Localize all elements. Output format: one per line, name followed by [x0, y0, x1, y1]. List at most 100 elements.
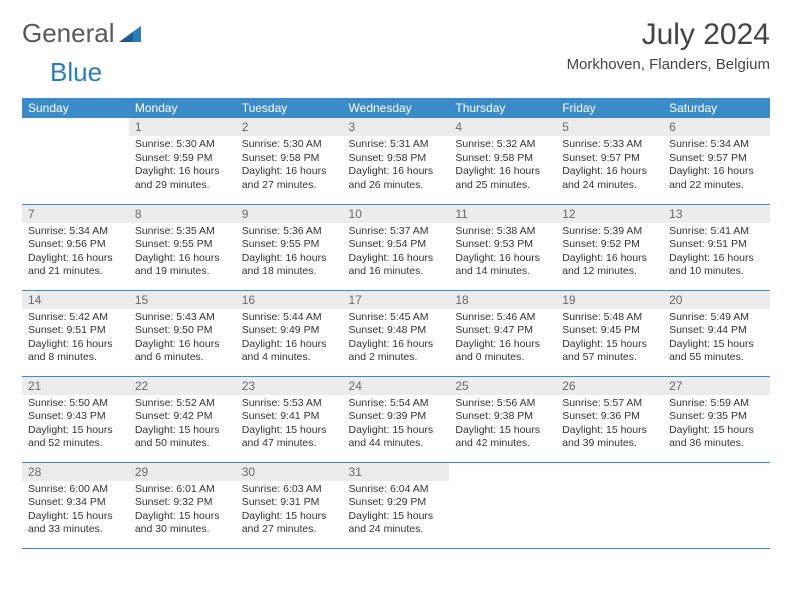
- day-number: 5: [556, 118, 663, 136]
- day-number: 15: [129, 291, 236, 309]
- day-info: Sunrise: 5:45 AMSunset: 9:48 PMDaylight:…: [343, 309, 450, 370]
- calendar-day-cell: 5Sunrise: 5:33 AMSunset: 9:57 PMDaylight…: [556, 118, 663, 204]
- calendar-week-row: 14Sunrise: 5:42 AMSunset: 9:51 PMDayligh…: [22, 290, 770, 376]
- day-number: 10: [343, 205, 450, 223]
- calendar-day-cell: 6Sunrise: 5:34 AMSunset: 9:57 PMDaylight…: [663, 118, 770, 204]
- day-number: 14: [22, 291, 129, 309]
- logo: General: [22, 18, 143, 49]
- calendar-day-cell: 30Sunrise: 6:03 AMSunset: 9:31 PMDayligh…: [236, 462, 343, 548]
- calendar-day-cell: 16Sunrise: 5:44 AMSunset: 9:49 PMDayligh…: [236, 290, 343, 376]
- calendar-day-cell: 9Sunrise: 5:36 AMSunset: 9:55 PMDaylight…: [236, 204, 343, 290]
- calendar-day-cell: 11Sunrise: 5:38 AMSunset: 9:53 PMDayligh…: [449, 204, 556, 290]
- day-number: 18: [449, 291, 556, 309]
- day-number: 1: [129, 118, 236, 136]
- day-info: Sunrise: 5:59 AMSunset: 9:35 PMDaylight:…: [663, 395, 770, 456]
- calendar-head: SundayMondayTuesdayWednesdayThursdayFrid…: [22, 98, 770, 118]
- calendar-empty-cell: [663, 462, 770, 548]
- calendar-day-cell: 8Sunrise: 5:35 AMSunset: 9:55 PMDaylight…: [129, 204, 236, 290]
- title-block: July 2024 Morkhoven, Flanders, Belgium: [567, 18, 770, 77]
- calendar-day-cell: 28Sunrise: 6:00 AMSunset: 9:34 PMDayligh…: [22, 462, 129, 548]
- day-info: Sunrise: 5:42 AMSunset: 9:51 PMDaylight:…: [22, 309, 129, 370]
- calendar-day-cell: 14Sunrise: 5:42 AMSunset: 9:51 PMDayligh…: [22, 290, 129, 376]
- weekday-header: Thursday: [449, 98, 556, 118]
- weekday-header: Saturday: [663, 98, 770, 118]
- day-number: 2: [236, 118, 343, 136]
- day-number: 19: [556, 291, 663, 309]
- day-info: Sunrise: 6:04 AMSunset: 9:29 PMDaylight:…: [343, 481, 450, 542]
- day-info: Sunrise: 5:53 AMSunset: 9:41 PMDaylight:…: [236, 395, 343, 456]
- day-number: 29: [129, 463, 236, 481]
- weekday-header: Wednesday: [343, 98, 450, 118]
- calendar-day-cell: 1Sunrise: 5:30 AMSunset: 9:59 PMDaylight…: [129, 118, 236, 204]
- day-number: 17: [343, 291, 450, 309]
- calendar-day-cell: 22Sunrise: 5:52 AMSunset: 9:42 PMDayligh…: [129, 376, 236, 462]
- calendar-week-row: 7Sunrise: 5:34 AMSunset: 9:56 PMDaylight…: [22, 204, 770, 290]
- day-info: Sunrise: 5:57 AMSunset: 9:36 PMDaylight:…: [556, 395, 663, 456]
- calendar-day-cell: 29Sunrise: 6:01 AMSunset: 9:32 PMDayligh…: [129, 462, 236, 548]
- calendar-empty-cell: [449, 462, 556, 548]
- calendar-day-cell: 13Sunrise: 5:41 AMSunset: 9:51 PMDayligh…: [663, 204, 770, 290]
- day-info: Sunrise: 6:01 AMSunset: 9:32 PMDaylight:…: [129, 481, 236, 542]
- day-number: 31: [343, 463, 450, 481]
- day-info: Sunrise: 5:56 AMSunset: 9:38 PMDaylight:…: [449, 395, 556, 456]
- day-info: Sunrise: 5:39 AMSunset: 9:52 PMDaylight:…: [556, 223, 663, 284]
- calendar-week-row: 1Sunrise: 5:30 AMSunset: 9:59 PMDaylight…: [22, 118, 770, 204]
- day-info: Sunrise: 5:49 AMSunset: 9:44 PMDaylight:…: [663, 309, 770, 370]
- day-info: Sunrise: 5:46 AMSunset: 9:47 PMDaylight:…: [449, 309, 556, 370]
- day-info: Sunrise: 5:52 AMSunset: 9:42 PMDaylight:…: [129, 395, 236, 456]
- calendar-day-cell: 24Sunrise: 5:54 AMSunset: 9:39 PMDayligh…: [343, 376, 450, 462]
- calendar-day-cell: 2Sunrise: 5:30 AMSunset: 9:58 PMDaylight…: [236, 118, 343, 204]
- calendar-day-cell: 23Sunrise: 5:53 AMSunset: 9:41 PMDayligh…: [236, 376, 343, 462]
- calendar-day-cell: 18Sunrise: 5:46 AMSunset: 9:47 PMDayligh…: [449, 290, 556, 376]
- day-info: Sunrise: 5:48 AMSunset: 9:45 PMDaylight:…: [556, 309, 663, 370]
- day-info: Sunrise: 5:30 AMSunset: 9:59 PMDaylight:…: [129, 136, 236, 197]
- calendar-day-cell: 27Sunrise: 5:59 AMSunset: 9:35 PMDayligh…: [663, 376, 770, 462]
- calendar-body: 1Sunrise: 5:30 AMSunset: 9:59 PMDaylight…: [22, 118, 770, 548]
- location-text: Morkhoven, Flanders, Belgium: [567, 56, 770, 73]
- calendar-day-cell: 7Sunrise: 5:34 AMSunset: 9:56 PMDaylight…: [22, 204, 129, 290]
- calendar-day-cell: 31Sunrise: 6:04 AMSunset: 9:29 PMDayligh…: [343, 462, 450, 548]
- day-info: Sunrise: 5:37 AMSunset: 9:54 PMDaylight:…: [343, 223, 450, 284]
- day-number: 20: [663, 291, 770, 309]
- calendar-empty-cell: [556, 462, 663, 548]
- day-number: 28: [22, 463, 129, 481]
- weekday-header: Monday: [129, 98, 236, 118]
- day-number: 8: [129, 205, 236, 223]
- month-title: July 2024: [567, 18, 770, 52]
- calendar-week-row: 21Sunrise: 5:50 AMSunset: 9:43 PMDayligh…: [22, 376, 770, 462]
- day-number: 4: [449, 118, 556, 136]
- calendar-day-cell: 25Sunrise: 5:56 AMSunset: 9:38 PMDayligh…: [449, 376, 556, 462]
- day-info: Sunrise: 5:30 AMSunset: 9:58 PMDaylight:…: [236, 136, 343, 197]
- day-number: 24: [343, 377, 450, 395]
- day-number: 9: [236, 205, 343, 223]
- day-info: Sunrise: 5:34 AMSunset: 9:57 PMDaylight:…: [663, 136, 770, 197]
- weekday-header: Tuesday: [236, 98, 343, 118]
- day-number: 22: [129, 377, 236, 395]
- day-number: 21: [22, 377, 129, 395]
- day-number: 3: [343, 118, 450, 136]
- day-number: 6: [663, 118, 770, 136]
- calendar-empty-cell: [22, 118, 129, 204]
- calendar-week-row: 28Sunrise: 6:00 AMSunset: 9:34 PMDayligh…: [22, 462, 770, 548]
- day-number: 12: [556, 205, 663, 223]
- weekday-header: Sunday: [22, 98, 129, 118]
- calendar-day-cell: 3Sunrise: 5:31 AMSunset: 9:58 PMDaylight…: [343, 118, 450, 204]
- day-number: 23: [236, 377, 343, 395]
- day-number: 11: [449, 205, 556, 223]
- day-number: 16: [236, 291, 343, 309]
- day-info: Sunrise: 5:50 AMSunset: 9:43 PMDaylight:…: [22, 395, 129, 456]
- day-info: Sunrise: 6:00 AMSunset: 9:34 PMDaylight:…: [22, 481, 129, 542]
- logo-word-general: General: [22, 18, 115, 49]
- day-info: Sunrise: 6:03 AMSunset: 9:31 PMDaylight:…: [236, 481, 343, 542]
- weekday-header: Friday: [556, 98, 663, 118]
- day-number: 27: [663, 377, 770, 395]
- calendar-day-cell: 10Sunrise: 5:37 AMSunset: 9:54 PMDayligh…: [343, 204, 450, 290]
- day-number: 30: [236, 463, 343, 481]
- logo-triangle-icon: [119, 24, 141, 44]
- day-info: Sunrise: 5:36 AMSunset: 9:55 PMDaylight:…: [236, 223, 343, 284]
- calendar-table: SundayMondayTuesdayWednesdayThursdayFrid…: [22, 98, 770, 549]
- day-info: Sunrise: 5:44 AMSunset: 9:49 PMDaylight:…: [236, 309, 343, 370]
- day-info: Sunrise: 5:31 AMSunset: 9:58 PMDaylight:…: [343, 136, 450, 197]
- day-info: Sunrise: 5:38 AMSunset: 9:53 PMDaylight:…: [449, 223, 556, 284]
- day-number: 7: [22, 205, 129, 223]
